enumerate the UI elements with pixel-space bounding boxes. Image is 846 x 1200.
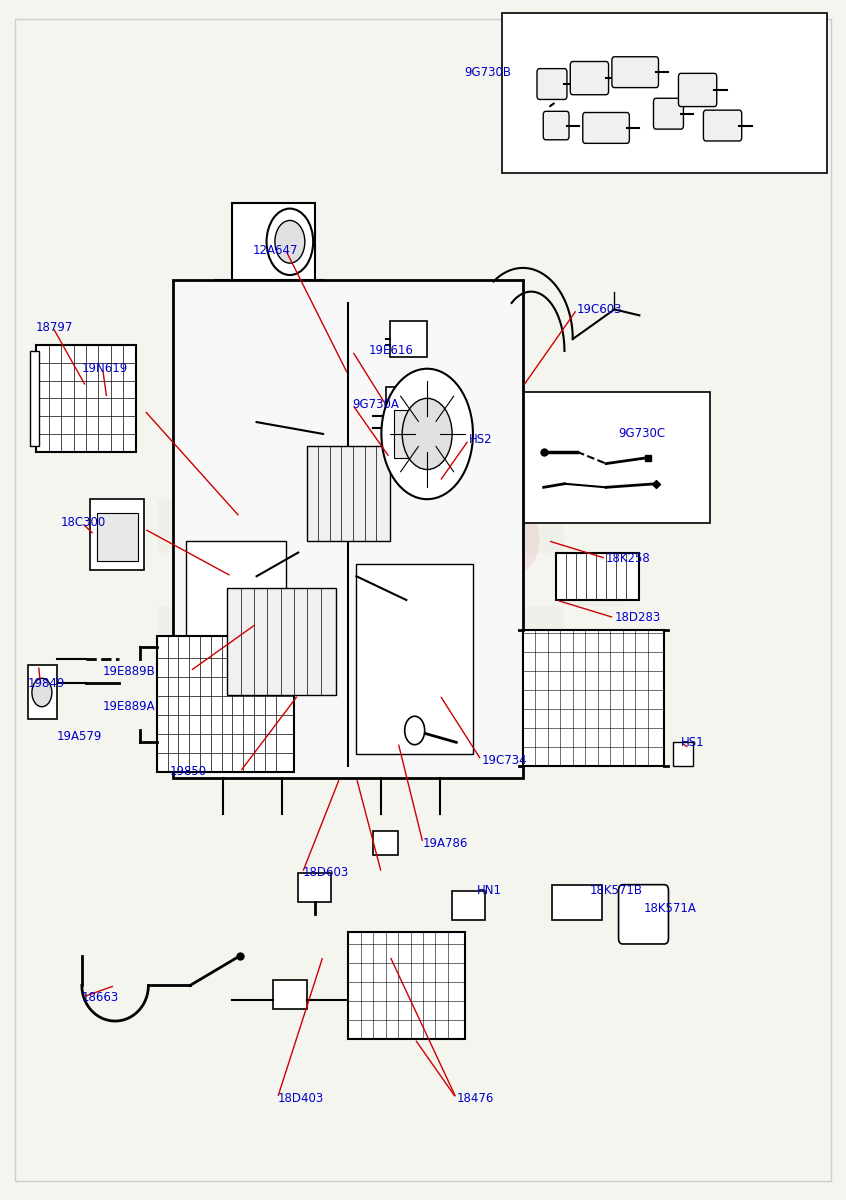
FancyBboxPatch shape <box>583 113 629 143</box>
Text: 19A786: 19A786 <box>423 836 469 850</box>
Bar <box>552 884 602 920</box>
Bar <box>96 514 139 560</box>
FancyBboxPatch shape <box>612 56 658 88</box>
Bar <box>564 446 623 499</box>
Bar <box>30 350 39 446</box>
Bar <box>91 499 144 570</box>
Bar <box>673 743 694 766</box>
Text: 12A647: 12A647 <box>252 244 298 257</box>
Bar <box>506 499 564 552</box>
Text: 19A579: 19A579 <box>57 730 102 743</box>
Text: 19E616: 19E616 <box>369 344 414 358</box>
Bar <box>448 659 506 713</box>
Bar <box>452 890 486 920</box>
Bar <box>306 446 390 541</box>
Bar <box>215 659 273 713</box>
Bar <box>390 499 448 552</box>
Bar <box>348 932 464 1039</box>
Bar <box>448 446 506 499</box>
Bar <box>273 979 306 1009</box>
Bar <box>390 606 448 659</box>
Bar <box>273 499 332 552</box>
Circle shape <box>402 398 452 469</box>
Text: 19N619: 19N619 <box>82 362 128 376</box>
Bar <box>157 636 294 772</box>
Text: 9G730B: 9G730B <box>464 66 512 79</box>
Bar <box>228 588 336 695</box>
FancyBboxPatch shape <box>519 392 710 523</box>
Bar <box>394 410 444 457</box>
Bar <box>186 541 286 754</box>
Bar <box>506 606 564 659</box>
Text: 18797: 18797 <box>36 320 74 334</box>
Text: 18K258: 18K258 <box>606 552 651 565</box>
Text: SCO: SCO <box>315 500 545 598</box>
Bar <box>386 386 456 469</box>
Text: 18D283: 18D283 <box>614 611 661 624</box>
Text: 18D603: 18D603 <box>302 866 349 880</box>
Bar <box>28 665 57 719</box>
Bar <box>215 446 273 499</box>
Text: 18476: 18476 <box>456 1092 494 1105</box>
Bar <box>232 203 315 280</box>
FancyBboxPatch shape <box>502 13 827 173</box>
Bar <box>506 713 564 766</box>
Bar <box>448 552 506 606</box>
Circle shape <box>32 678 52 707</box>
Bar <box>356 564 473 754</box>
Bar <box>173 280 523 778</box>
Bar <box>390 322 427 356</box>
Text: 18C300: 18C300 <box>61 516 107 529</box>
Bar <box>564 552 623 606</box>
Circle shape <box>404 716 425 745</box>
Bar <box>332 552 390 606</box>
Bar <box>332 659 390 713</box>
Bar <box>157 606 215 659</box>
Circle shape <box>275 221 305 263</box>
Bar <box>373 832 398 856</box>
Bar <box>556 552 640 600</box>
Bar <box>390 713 448 766</box>
Text: 19849: 19849 <box>28 677 65 690</box>
FancyBboxPatch shape <box>543 112 569 139</box>
Bar <box>332 446 390 499</box>
Circle shape <box>266 209 313 275</box>
Bar <box>36 344 136 451</box>
Bar <box>298 872 332 902</box>
Text: 19850: 19850 <box>169 766 206 779</box>
Text: 18K571A: 18K571A <box>644 902 696 914</box>
FancyBboxPatch shape <box>703 110 742 140</box>
FancyBboxPatch shape <box>537 68 567 100</box>
Bar <box>215 552 273 606</box>
Bar <box>273 606 332 659</box>
Bar <box>157 499 215 552</box>
Text: 18D403: 18D403 <box>277 1092 324 1105</box>
Circle shape <box>382 368 473 499</box>
Text: 19C603: 19C603 <box>577 302 623 316</box>
Text: 9G730C: 9G730C <box>618 427 666 440</box>
Text: 19E889A: 19E889A <box>102 701 156 713</box>
Text: 19E889B: 19E889B <box>102 665 156 678</box>
Bar <box>157 713 215 766</box>
FancyBboxPatch shape <box>570 61 608 95</box>
Text: PARTS: PARTS <box>256 571 492 637</box>
Text: HS1: HS1 <box>681 736 705 749</box>
Text: 19C734: 19C734 <box>481 754 527 767</box>
FancyBboxPatch shape <box>618 884 668 944</box>
Bar <box>564 659 623 713</box>
FancyBboxPatch shape <box>653 98 684 130</box>
Text: 18663: 18663 <box>82 991 119 1004</box>
Text: HS2: HS2 <box>469 433 492 446</box>
Text: 9G730A: 9G730A <box>352 397 399 410</box>
Bar <box>523 630 664 766</box>
Text: HN1: HN1 <box>477 884 502 898</box>
FancyBboxPatch shape <box>678 73 717 107</box>
Bar <box>273 713 332 766</box>
Text: 18K571B: 18K571B <box>590 884 642 898</box>
